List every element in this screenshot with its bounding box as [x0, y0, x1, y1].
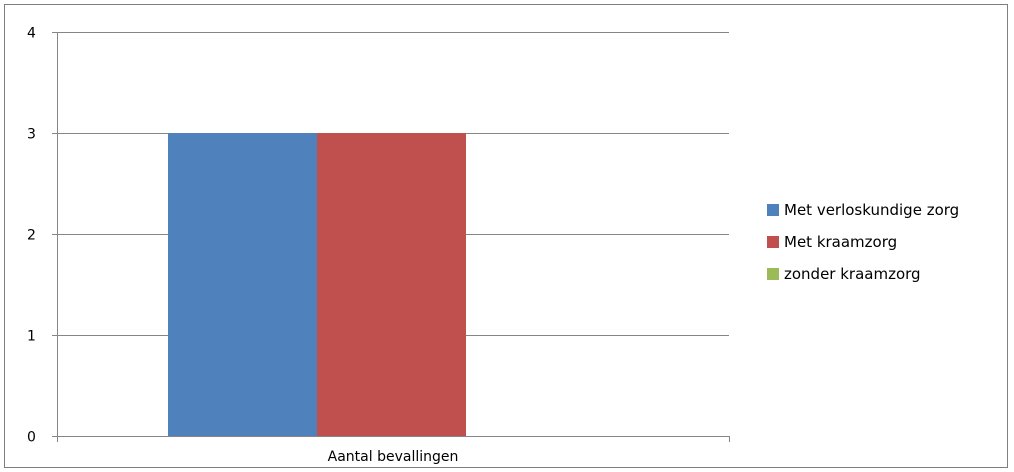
- legend-swatch: [767, 268, 779, 280]
- chart-frame: 0 1 2 3 4 Aantal bevallingen Met verloskundig…: [4, 4, 1008, 468]
- y-tick-label: 1: [27, 329, 36, 345]
- y-tick-label: 3: [27, 127, 36, 143]
- legend-swatch: [767, 204, 779, 216]
- bar-met-verloskundige-zorg: [168, 133, 317, 436]
- tick-labels: 0 1 2 3 4 Aantal bevallingen: [27, 26, 458, 466]
- y-tick-label: 2: [27, 228, 36, 244]
- y-tick-label: 0: [27, 430, 36, 446]
- legend-label: Met kraamzorg: [784, 233, 897, 251]
- bar-chart: 0 1 2 3 4 Aantal bevallingen Met verloskundig…: [27, 26, 959, 466]
- x-tick-label: Aantal bevallingen: [328, 449, 459, 465]
- y-tick-label: 4: [27, 26, 36, 42]
- legend: Met verloskundige zorg Met kraamzorg zonde…: [767, 201, 959, 283]
- legend-swatch: [767, 236, 779, 248]
- axes: [52, 32, 730, 442]
- legend-label: Met verloskundige zorg: [784, 201, 959, 219]
- legend-label: zonder kraamzorg: [784, 265, 921, 283]
- bars: [168, 133, 466, 436]
- bar-met-kraamzorg: [317, 133, 466, 436]
